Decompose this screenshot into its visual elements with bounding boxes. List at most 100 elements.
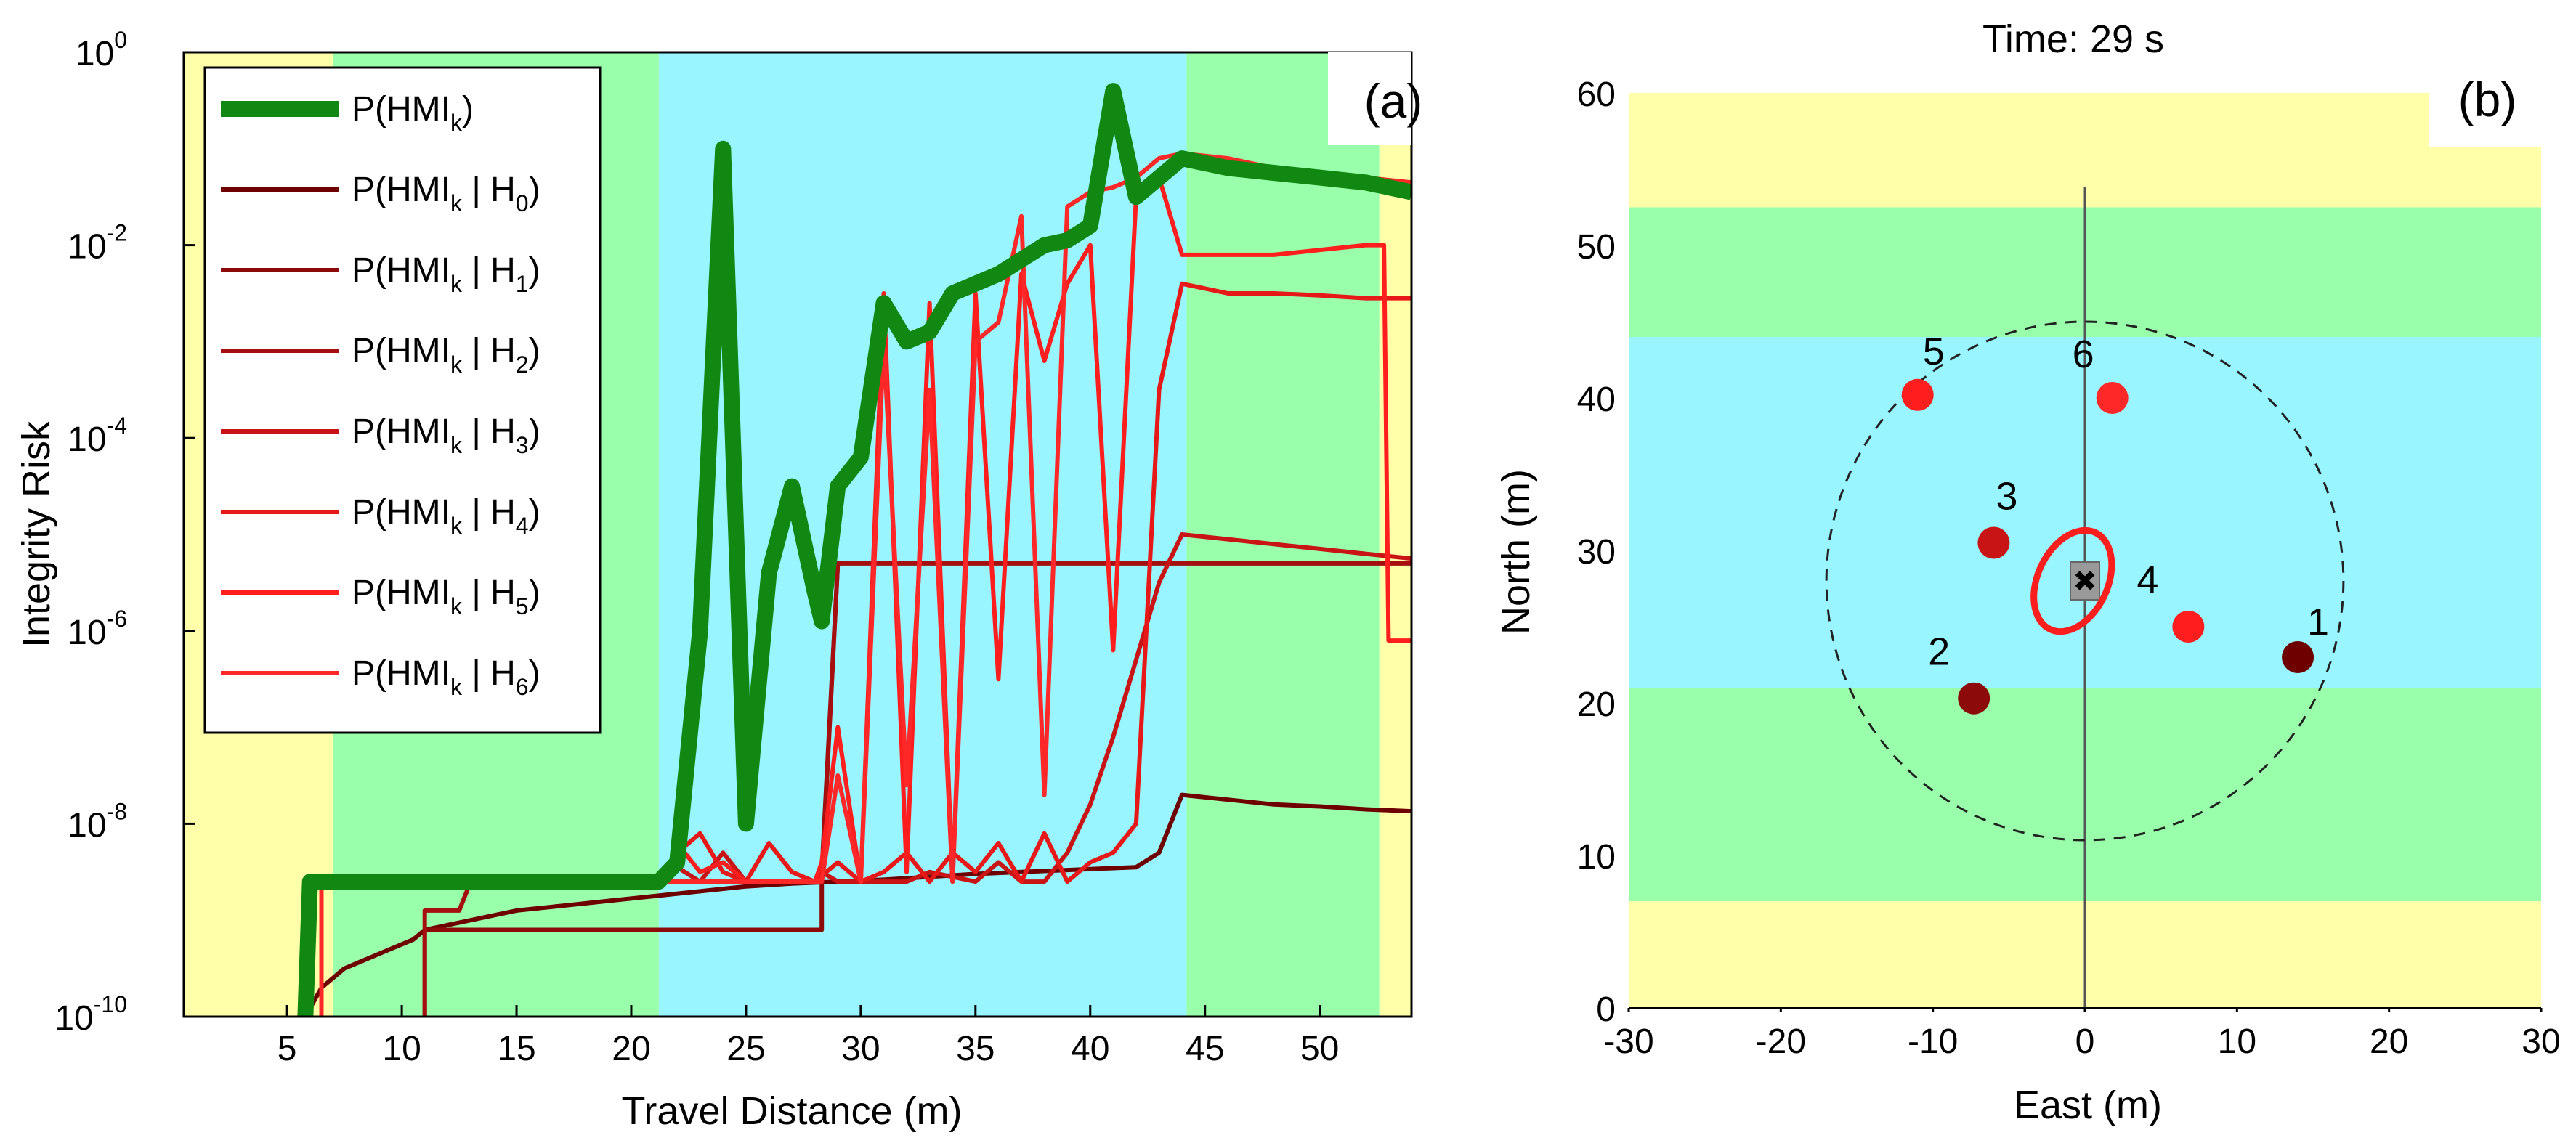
legend-main: P(HMI xyxy=(352,654,450,693)
b-x-tick-label: 0 xyxy=(2075,1022,2095,1061)
legend-cond: | H xyxy=(462,171,516,209)
legend-sub: k xyxy=(450,351,463,378)
y-tick-exponent: -10 xyxy=(94,991,127,1017)
legend-label-h4: P(HMIk | H4) xyxy=(352,493,540,539)
panel-b-y-ticks: 0 10 20 30 40 50 60 xyxy=(1577,76,1616,1029)
y-tick-label--6: 10-6 xyxy=(68,606,127,652)
panel-a-legend: P(HMIk)P(HMIk | H0)P(HMIk | H1)P(HMIk | … xyxy=(203,66,602,734)
y-tick-exponent: -2 xyxy=(107,220,127,246)
vehicle-marker: ✖ xyxy=(2073,565,2097,598)
legend-label-h0: P(HMIk | H0) xyxy=(352,171,540,216)
legend-main: P(HMI xyxy=(352,412,450,451)
x-tick-label-15: 15 xyxy=(497,1030,535,1068)
legend-cond-sub: 2 xyxy=(516,351,529,378)
legend-end: ) xyxy=(529,332,540,370)
legend-sub: k xyxy=(450,110,463,136)
series-line-h0 xyxy=(303,792,1411,1017)
legend-cond-sub: 4 xyxy=(516,513,529,539)
panel-a-x-ticks: 5 10 15 20 25 30 35 40 45 50 xyxy=(278,1005,1339,1068)
legend-cond: | H xyxy=(462,574,516,612)
landmark-label-3: 3 xyxy=(1996,475,2017,518)
x-tick-label-30: 30 xyxy=(841,1030,880,1068)
position-error-ellipse xyxy=(2030,526,2115,635)
panel-a-xlabel: Travel Distance (m) xyxy=(621,1089,962,1133)
legend-main: P(HMI xyxy=(352,493,450,532)
legend-main: P(HMI xyxy=(352,332,450,370)
legend-sub: k xyxy=(450,513,463,539)
b-y-tick-label: 0 xyxy=(1596,991,1616,1029)
landmark-label-5: 5 xyxy=(1923,330,1945,373)
b-y-tick-label: 60 xyxy=(1577,76,1616,114)
legend-rows: P(HMIk)P(HMIk | H0)P(HMIk | H1)P(HMIk | … xyxy=(221,90,540,700)
panel-b-content: ✖ 1 2 3 4 5 6 xyxy=(1825,187,2345,1008)
b-y-tick-label: 50 xyxy=(1577,228,1616,267)
x-tick-label-20: 20 xyxy=(612,1030,650,1068)
y-tick-label--4: 10-4 xyxy=(68,412,127,459)
series-line-h5 xyxy=(319,175,1411,1017)
legend-sub: k xyxy=(450,593,463,619)
legend-main: P(HMI xyxy=(352,90,450,129)
b-x-tick-label: -20 xyxy=(1756,1022,1806,1061)
b-x-tick-label: -30 xyxy=(1603,1022,1653,1061)
legend-sub: k xyxy=(450,674,463,700)
legend-label-h3: P(HMIk | H3) xyxy=(352,412,540,458)
panel-a-band-4 xyxy=(1379,52,1411,1017)
x-tick-label-40: 40 xyxy=(1071,1030,1109,1068)
y-tick-label--2: 10-2 xyxy=(68,220,127,267)
panel-b-ylabel: North (m) xyxy=(1494,469,1538,635)
series-line-h3 xyxy=(319,532,1411,1017)
b-y-tick-label: 10 xyxy=(1577,838,1616,876)
legend-cond: | H xyxy=(462,251,516,290)
legend-end: ) xyxy=(529,574,540,612)
legend-label-h1: P(HMIk | H1) xyxy=(352,251,540,297)
legend-sub: k xyxy=(450,432,463,458)
x-tick-label-45: 45 xyxy=(1186,1030,1224,1068)
landmark-label-6: 6 xyxy=(2073,333,2094,376)
legend-sub: k xyxy=(450,271,463,297)
legend-end: ) xyxy=(529,654,540,693)
legend-cond: | H xyxy=(462,332,516,370)
legend-end: ) xyxy=(529,412,540,451)
series-line-total xyxy=(297,83,1411,1017)
landmark-label-1: 1 xyxy=(2307,601,2329,644)
landmark-6 xyxy=(2096,382,2129,414)
legend-label-h6: P(HMIk | H6) xyxy=(352,654,540,700)
y-tick-label--10: 10-10 xyxy=(54,991,127,1038)
legend-cond: | H xyxy=(462,654,516,693)
vehicle-box xyxy=(2070,561,2100,601)
x-tick-label-5: 5 xyxy=(278,1030,297,1068)
panel-a-ylabel: Integrity Risk xyxy=(15,420,58,648)
legend-cond-sub: 3 xyxy=(516,432,529,458)
legend-cond-sub: 0 xyxy=(516,190,529,216)
legend-end: ) xyxy=(529,251,540,290)
y-tick-exponent: -4 xyxy=(107,412,127,439)
b-x-tick-label: 10 xyxy=(2218,1022,2256,1061)
panel-a-label-bg xyxy=(1328,52,1411,145)
legend-box xyxy=(203,66,602,734)
panel-b-x-ticks: -30 -20 -10 0 10 20 30 xyxy=(1603,1007,2561,1061)
panel-b-label-bg xyxy=(2429,60,2541,147)
legend-cond-sub: 6 xyxy=(516,674,529,700)
y-tick-label-0: 100 xyxy=(76,27,127,73)
legend-sub: k xyxy=(450,190,463,216)
panel-b-title: Time: 29 s xyxy=(1982,17,2164,61)
y-tick-exponent: 0 xyxy=(114,27,127,53)
panel-a-y-ticks: 100 10-2 10-4 10-6 10-8 10-10 xyxy=(54,27,195,1038)
legend-cond: | H xyxy=(462,493,516,532)
landmark-3 xyxy=(1977,526,2010,559)
legend-main: P(HMI xyxy=(352,574,450,612)
legend-end: ) xyxy=(529,493,540,532)
panel-a-label: (a) xyxy=(1364,74,1423,128)
landmark-1 xyxy=(2282,641,2314,673)
landmark-4 xyxy=(2172,611,2205,643)
y-tick-exponent: -6 xyxy=(107,606,127,632)
x-tick-label-10: 10 xyxy=(382,1030,421,1068)
landmark-label-4: 4 xyxy=(2136,558,2158,602)
landmark-5 xyxy=(1901,378,1934,411)
b-x-tick-label: 30 xyxy=(2522,1022,2560,1061)
b-x-tick-label: -10 xyxy=(1908,1022,1958,1061)
landmark-label-2: 2 xyxy=(1928,630,1950,674)
legend-main: P(HMI xyxy=(352,171,450,209)
b-x-tick-label: 20 xyxy=(2370,1022,2408,1061)
